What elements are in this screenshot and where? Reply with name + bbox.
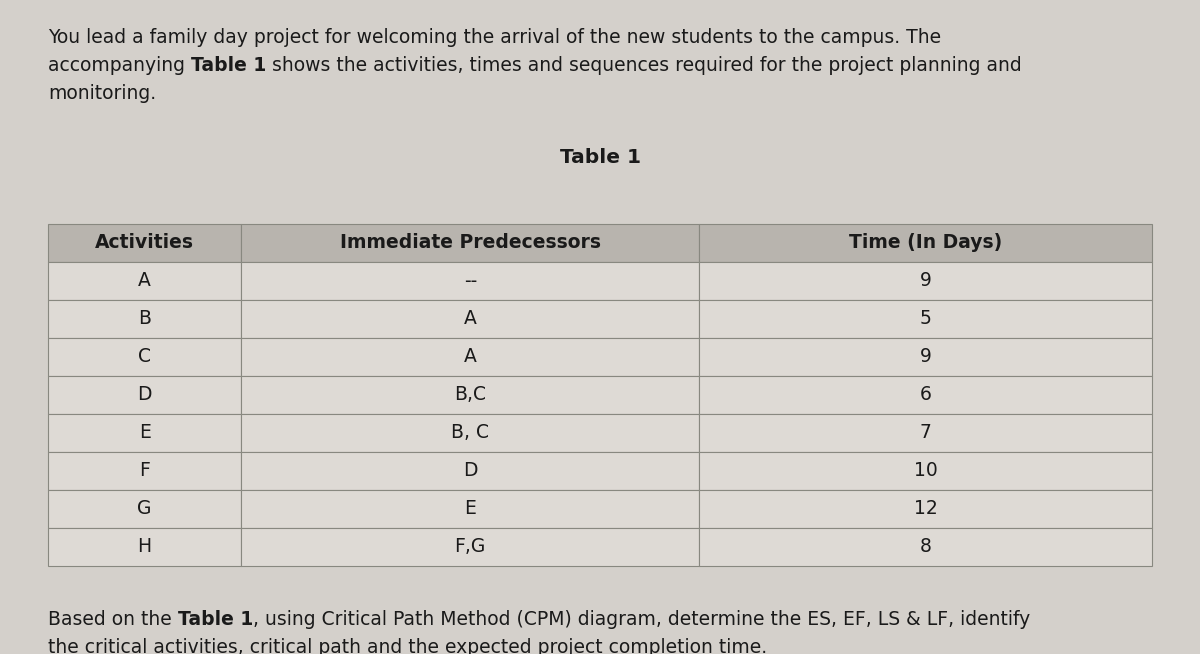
Bar (241, 376, 700, 414)
Text: monitoring.: monitoring. (48, 84, 156, 103)
Bar (700, 300, 1152, 338)
Text: accompanying: accompanying (48, 56, 191, 75)
Text: Table 1: Table 1 (191, 56, 266, 75)
Text: C: C (138, 347, 151, 366)
Text: 9: 9 (919, 347, 931, 366)
Text: B,C: B,C (455, 385, 486, 405)
Text: 7: 7 (919, 424, 931, 443)
Text: 6: 6 (919, 385, 931, 405)
Text: Time (In Days): Time (In Days) (850, 233, 1002, 252)
Bar (700, 338, 1152, 376)
Text: 9: 9 (919, 271, 931, 290)
Text: Table 1: Table 1 (178, 610, 253, 629)
Bar (700, 376, 1152, 414)
Text: D: D (463, 462, 478, 481)
Text: G: G (137, 500, 152, 519)
Bar (241, 224, 700, 262)
Bar (241, 300, 700, 338)
Text: Activities: Activities (95, 233, 194, 252)
Bar (48, 452, 241, 490)
Text: --: -- (463, 271, 476, 290)
Bar (700, 528, 1152, 566)
Bar (700, 490, 1152, 528)
Text: A: A (464, 309, 476, 328)
Text: 10: 10 (914, 462, 937, 481)
Text: A: A (138, 271, 151, 290)
Text: You lead a family day project for welcoming the arrival of the new students to t: You lead a family day project for welcom… (48, 28, 941, 47)
Bar (48, 338, 241, 376)
Bar (48, 300, 241, 338)
Text: F,G: F,G (455, 538, 486, 557)
Bar (48, 414, 241, 452)
Text: D: D (137, 385, 152, 405)
Text: H: H (138, 538, 151, 557)
Text: Based on the: Based on the (48, 610, 178, 629)
Text: the critical activities, critical path and the expected project completion time.: the critical activities, critical path a… (48, 638, 767, 654)
Bar (241, 452, 700, 490)
Text: , using Critical Path Method (CPM) diagram, determine the ES, EF, LS & LF, ident: , using Critical Path Method (CPM) diagr… (253, 610, 1031, 629)
Bar (48, 262, 241, 300)
Bar (241, 262, 700, 300)
Text: Immediate Predecessors: Immediate Predecessors (340, 233, 601, 252)
Bar (241, 528, 700, 566)
Bar (241, 490, 700, 528)
Bar (700, 414, 1152, 452)
Bar (48, 490, 241, 528)
Text: F: F (139, 462, 150, 481)
Bar (700, 262, 1152, 300)
Text: A: A (464, 347, 476, 366)
Bar (48, 528, 241, 566)
Bar (48, 224, 241, 262)
Text: E: E (464, 500, 476, 519)
Text: 8: 8 (919, 538, 931, 557)
Text: 12: 12 (914, 500, 937, 519)
Text: Table 1: Table 1 (559, 148, 641, 167)
Text: E: E (139, 424, 150, 443)
Bar (700, 224, 1152, 262)
Text: 5: 5 (919, 309, 931, 328)
Text: B, C: B, C (451, 424, 490, 443)
Bar (48, 376, 241, 414)
Text: shows the activities, times and sequences required for the project planning and: shows the activities, times and sequence… (266, 56, 1022, 75)
Text: B: B (138, 309, 151, 328)
Bar (241, 338, 700, 376)
Bar (241, 414, 700, 452)
Bar (700, 452, 1152, 490)
